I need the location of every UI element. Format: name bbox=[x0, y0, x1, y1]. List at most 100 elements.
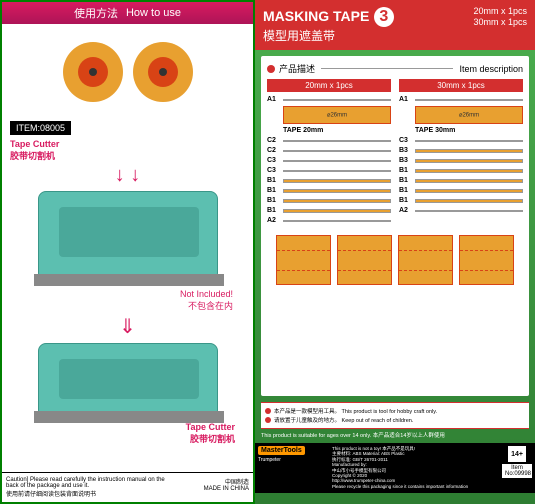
desc-header: 产品描述 Item description bbox=[267, 62, 523, 75]
outline-row bbox=[267, 235, 523, 285]
part-row: B1 bbox=[267, 197, 391, 204]
part-label: B1 bbox=[267, 177, 283, 184]
spec-col-20mm: 20mm x 1pcs A1⌀26mmTAPE 20mmC2C2C3C3B1B1… bbox=[267, 79, 391, 227]
arrow-down-icon: ⇓ bbox=[10, 314, 245, 339]
part-label: C2 bbox=[267, 147, 283, 154]
tape-cutter-label: Tape Cutter 胶带切割机 bbox=[10, 139, 245, 162]
tape-block: ⌀26mm bbox=[283, 106, 391, 124]
footer-info: This product is not a toy! 本产品不是玩具! 主要材料… bbox=[328, 446, 502, 490]
warn-text: 本产品是一款模型用工具。 This product is tool for ho… bbox=[274, 407, 437, 415]
part-label: B1 bbox=[267, 197, 283, 204]
part-bar bbox=[415, 199, 523, 203]
part-label: C3 bbox=[267, 167, 283, 174]
warn-text: 请放置于儿童触及的地方。 Keep out of reach of childr… bbox=[274, 416, 413, 424]
part-label: B1 bbox=[267, 207, 283, 214]
part-bar bbox=[283, 99, 391, 101]
footer-band: MasterTools Trumpeter This product is no… bbox=[255, 443, 535, 493]
part-bar bbox=[415, 169, 523, 173]
part-label: B1 bbox=[399, 197, 415, 204]
part-row: C3 bbox=[267, 167, 391, 174]
bullet-icon bbox=[265, 417, 271, 423]
dispenser-empty bbox=[38, 191, 218, 281]
part-label: B3 bbox=[399, 157, 415, 164]
tape-spool bbox=[63, 42, 123, 107]
title-specs: 20mm x 1pcs 30mm x 1pcs bbox=[473, 6, 527, 28]
howto-cn: 使用方法 bbox=[74, 5, 118, 21]
col-header: 30mm x 1pcs bbox=[399, 79, 523, 92]
part-row: A1 bbox=[399, 96, 523, 103]
part-row: C3 bbox=[399, 137, 523, 144]
part-bar bbox=[283, 220, 391, 222]
caution-footer: Caution] Please read carefully the instr… bbox=[2, 472, 253, 502]
age-notice: This product is suitable for ages over 1… bbox=[261, 431, 529, 439]
tape-spool bbox=[133, 42, 193, 107]
part-bar bbox=[283, 179, 391, 183]
item-badge: ITEM:08005 bbox=[10, 121, 71, 135]
tape-label: TAPE 20mm bbox=[283, 127, 391, 134]
bullet-icon bbox=[267, 65, 275, 73]
part-label: C3 bbox=[399, 137, 415, 144]
part-label: B1 bbox=[399, 187, 415, 194]
part-row: B3 bbox=[399, 157, 523, 164]
mastertools-logo: MasterTools bbox=[258, 446, 305, 455]
made-in: 中国制造 MADE IN CHINA bbox=[204, 477, 249, 498]
part-label: B3 bbox=[399, 147, 415, 154]
part-row: C2 bbox=[267, 147, 391, 154]
title-band: MASKING TAPE 3 20mm x 1pcs 30mm x 1pcs 模… bbox=[255, 0, 535, 50]
tape-cutter-label-2: Tape Cutter 胶带切割机 bbox=[10, 422, 245, 445]
part-row: A2 bbox=[267, 217, 391, 224]
part-label: B1 bbox=[399, 167, 415, 174]
trumpeter-logo: Trumpeter bbox=[258, 457, 328, 463]
right-panel: MASKING TAPE 3 20mm x 1pcs 30mm x 1pcs 模… bbox=[255, 0, 535, 504]
part-row: B1 bbox=[399, 167, 523, 174]
part-label: B1 bbox=[399, 177, 415, 184]
part-row: B1 bbox=[399, 197, 523, 204]
part-bar bbox=[283, 209, 391, 213]
part-bar bbox=[415, 140, 523, 142]
part-row: ⌀26mm bbox=[399, 106, 523, 124]
part-bar bbox=[415, 149, 523, 153]
part-label: B1 bbox=[267, 187, 283, 194]
spool-row bbox=[10, 42, 245, 107]
part-bar bbox=[283, 170, 391, 172]
part-row: B1 bbox=[399, 177, 523, 184]
part-bar bbox=[283, 189, 391, 193]
howto-en: How to use bbox=[126, 7, 181, 19]
dispenser-loaded bbox=[38, 343, 218, 418]
part-row: C2 bbox=[267, 137, 391, 144]
part-label: C3 bbox=[267, 157, 283, 164]
part-row: C3 bbox=[267, 157, 391, 164]
title-number: 3 bbox=[374, 7, 394, 27]
part-row: B1 bbox=[399, 187, 523, 194]
part-bar bbox=[283, 160, 391, 162]
part-label: A1 bbox=[399, 96, 415, 103]
diagram-area: ITEM:08005 Tape Cutter 胶带切割机 ↓ ↓ Not Inc… bbox=[2, 24, 253, 464]
caution-text: Caution] Please read carefully the instr… bbox=[6, 477, 176, 498]
part-label: A2 bbox=[399, 207, 415, 214]
howto-header: 使用方法 How to use bbox=[2, 2, 253, 24]
part-bar bbox=[415, 189, 523, 193]
not-included-label: Not Included! 不包含在内 bbox=[10, 289, 245, 312]
part-label: C2 bbox=[267, 137, 283, 144]
item-number: Item No:09998 bbox=[502, 464, 532, 478]
left-panel: 使用方法 How to use ITEM:08005 Tape Cutter 胶… bbox=[0, 0, 255, 504]
part-bar bbox=[415, 210, 523, 212]
part-row: B3 bbox=[399, 147, 523, 154]
outline-diagram bbox=[276, 235, 331, 285]
age-badge: 14+ bbox=[508, 446, 526, 462]
part-row: A2 bbox=[399, 207, 523, 214]
tape-block: ⌀26mm bbox=[415, 106, 523, 124]
title-main: MASKING TAPE bbox=[263, 8, 369, 24]
bullet-icon bbox=[265, 408, 271, 414]
part-bar bbox=[283, 199, 391, 203]
outline-diagram bbox=[398, 235, 453, 285]
outline-diagram bbox=[459, 235, 514, 285]
part-row: B1 bbox=[267, 177, 391, 184]
part-bar bbox=[283, 150, 391, 152]
spec-col-30mm: 30mm x 1pcs A1⌀26mmTAPE 30mmC3B3B3B1B1B1… bbox=[399, 79, 523, 227]
col-header: 20mm x 1pcs bbox=[267, 79, 391, 92]
part-bar bbox=[415, 159, 523, 163]
part-bar bbox=[415, 179, 523, 183]
title-sub: 模型用遮盖带 bbox=[263, 27, 527, 44]
part-label: A1 bbox=[267, 96, 283, 103]
